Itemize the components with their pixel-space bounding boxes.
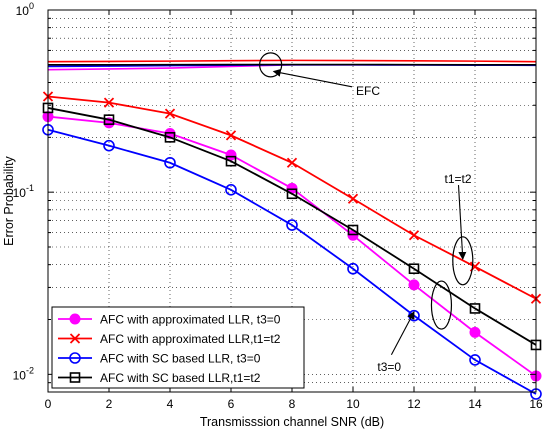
data-point bbox=[164, 132, 176, 143]
data-point bbox=[225, 184, 237, 196]
legend-label: AFC with SC based LLR,t1=t2 bbox=[100, 371, 261, 385]
annotation-ellipse bbox=[259, 52, 283, 78]
data-point bbox=[69, 372, 81, 383]
annotation-ellipse bbox=[430, 280, 453, 330]
series-lines bbox=[42, 91, 542, 400]
data-point bbox=[103, 139, 115, 152]
data-point bbox=[69, 333, 81, 344]
x-tick-label: 0 bbox=[45, 397, 52, 411]
legend-entry: AFC with SC based LLR,t1=t2 bbox=[58, 371, 261, 385]
data-point-stroke bbox=[103, 97, 115, 108]
y-tick-label: 100 bbox=[16, 1, 34, 18]
y-tick-label: 10-2 bbox=[13, 365, 34, 382]
series-line bbox=[47, 107, 537, 346]
series-4 bbox=[42, 102, 542, 351]
data-point bbox=[103, 97, 115, 108]
data-point bbox=[286, 188, 298, 200]
data-point bbox=[286, 219, 298, 231]
efc-line bbox=[47, 59, 537, 63]
data-point-stroke bbox=[408, 230, 420, 241]
x-axis-label: Transmisssion channel SNR (dB) bbox=[200, 415, 384, 429]
series-3 bbox=[42, 123, 542, 400]
data-point bbox=[69, 352, 81, 364]
data-point bbox=[164, 108, 176, 119]
efc-lines bbox=[47, 59, 537, 71]
data-point bbox=[408, 263, 420, 275]
y-tick-label: 10-1 bbox=[13, 183, 34, 200]
data-point bbox=[286, 157, 298, 168]
data-point bbox=[225, 149, 237, 161]
data-point bbox=[408, 279, 420, 291]
x-tick-label: 2 bbox=[106, 397, 113, 411]
data-point bbox=[225, 155, 237, 167]
data-point-stroke bbox=[69, 333, 81, 344]
x-tick-label: 10 bbox=[346, 397, 360, 411]
data-point bbox=[103, 114, 115, 125]
data-point-stroke bbox=[347, 193, 359, 204]
annotation-arrow bbox=[272, 68, 353, 88]
annotation-arrow bbox=[457, 185, 467, 260]
data-point bbox=[347, 224, 359, 236]
x-tick-label: 4 bbox=[167, 397, 174, 411]
annotation-label: t1=t2 bbox=[445, 172, 472, 186]
data-point bbox=[347, 262, 359, 275]
data-point bbox=[164, 156, 176, 169]
annotation-ellipse bbox=[452, 236, 474, 286]
annotation-label: t3=0 bbox=[377, 360, 401, 374]
y-axis-label: Error Probability bbox=[2, 155, 16, 245]
data-point bbox=[347, 193, 359, 204]
x-tick-label: 6 bbox=[228, 397, 235, 411]
x-tick-label: 16 bbox=[529, 397, 543, 411]
axis-ticks: 0 2 4 6 8 10 12 14 16 100 10-1 10-2 bbox=[13, 1, 543, 411]
annotation-arrow bbox=[390, 311, 415, 356]
data-point bbox=[469, 326, 481, 338]
legend-entry: AFC with SC based LLR, t3=0 bbox=[58, 352, 261, 366]
data-point-stroke bbox=[286, 157, 298, 168]
series-2 bbox=[42, 91, 542, 304]
data-point bbox=[225, 130, 237, 141]
annotation-label: EFC bbox=[356, 84, 380, 98]
legend-label: AFC with SC based LLR, t3=0 bbox=[100, 352, 261, 366]
data-point bbox=[69, 313, 81, 325]
legend-entry: AFC with approximated LLR, t3=0 bbox=[58, 313, 281, 327]
legend-label: AFC with approximated LLR,t1=t2 bbox=[100, 332, 281, 346]
data-point-stroke bbox=[164, 108, 176, 119]
annotations: EFC t1=t2 t3=0 bbox=[259, 52, 474, 374]
legend: AFC with approximated LLR, t3=0 AFC with … bbox=[51, 306, 305, 389]
series-line bbox=[47, 128, 537, 395]
data-point bbox=[469, 354, 481, 366]
x-tick-label: 14 bbox=[468, 397, 482, 411]
x-tick-label: 8 bbox=[289, 397, 296, 411]
legend-label: AFC with approximated LLR, t3=0 bbox=[100, 313, 281, 327]
legend-entry: AFC with approximated LLR,t1=t2 bbox=[58, 332, 281, 346]
x-tick-label: 12 bbox=[407, 397, 421, 411]
data-point bbox=[469, 303, 481, 314]
data-point bbox=[408, 230, 420, 241]
legend-box bbox=[51, 306, 305, 389]
data-point-stroke bbox=[225, 130, 237, 141]
